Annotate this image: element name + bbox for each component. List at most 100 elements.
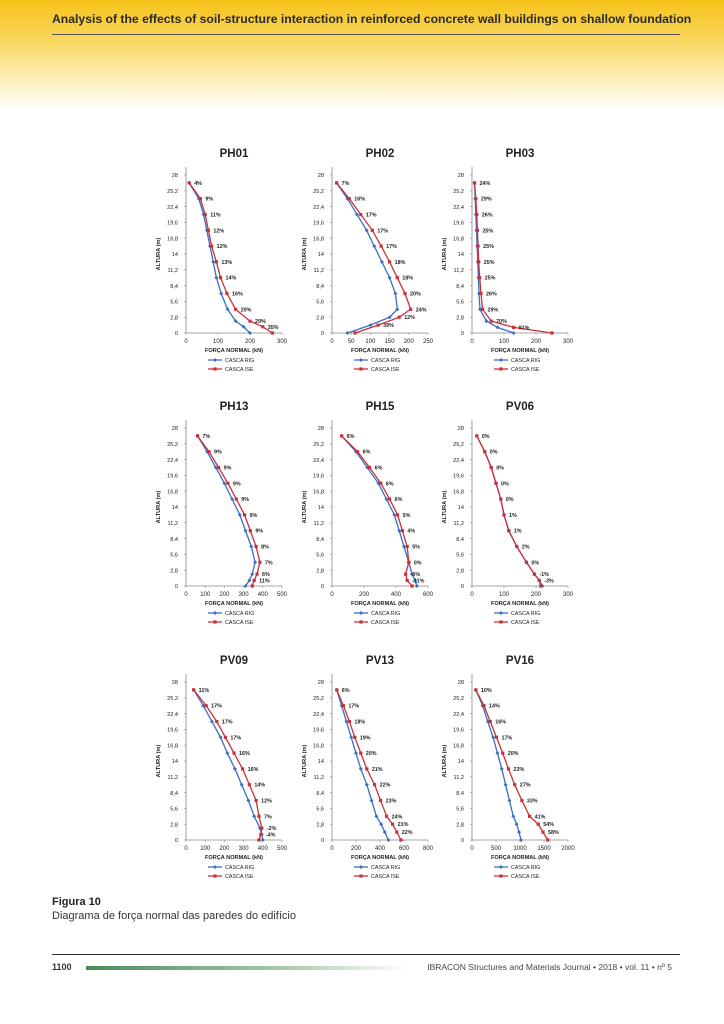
data-point-casca-ise xyxy=(254,544,258,549)
data-point-casca-ise xyxy=(472,181,477,185)
data-point-casca-ise xyxy=(524,560,528,564)
series-line-casca-ise xyxy=(196,435,261,587)
y-tick-label: 0 xyxy=(461,584,464,590)
legend-marker xyxy=(499,865,503,869)
y-tick-label: 28 xyxy=(458,680,464,686)
data-label: 11% xyxy=(259,578,270,584)
data-point-casca-ise xyxy=(379,481,383,485)
legend-marker xyxy=(359,611,363,615)
y-tick-label: 25,2 xyxy=(167,442,178,448)
data-point-casca-ise xyxy=(218,276,223,280)
data-point-casca-ise xyxy=(474,688,478,692)
data-label: 0% xyxy=(506,497,514,503)
running-header-title: Analysis of the effects of soil-structur… xyxy=(52,12,692,26)
data-point-casca-rig xyxy=(495,325,500,330)
legend-label: CASCA RIG xyxy=(511,865,540,871)
data-point-casca-ise xyxy=(391,822,395,826)
data-point-casca-rig xyxy=(253,560,258,565)
data-point-casca-rig xyxy=(495,751,500,756)
x-axis-label: FORÇA NORMAL (kN) xyxy=(491,855,549,861)
data-point-casca-ise xyxy=(379,798,383,803)
y-tick-label: 16,8 xyxy=(313,236,324,242)
data-label: 29% xyxy=(488,307,499,313)
data-point-casca-ise xyxy=(376,323,380,327)
header-rule xyxy=(52,34,680,35)
y-tick-label: 8,4 xyxy=(316,284,324,290)
series-line-casca-ise xyxy=(336,182,412,334)
data-point-casca-ise xyxy=(385,814,389,818)
data-point-casca-ise xyxy=(403,291,407,296)
data-label: -11% xyxy=(412,578,424,584)
header-band xyxy=(0,0,724,110)
data-label: 17% xyxy=(501,735,512,741)
y-tick-label: 5,6 xyxy=(170,807,178,813)
data-point-casca-ise xyxy=(257,814,261,818)
data-point-casca-ise xyxy=(475,228,480,232)
legend-marker xyxy=(499,874,503,878)
chart-pv06: PV06 0 2,8 5,6 8,4 11,2 14 16,8 19,6 22,4 25,2 28 0 1… xyxy=(442,401,574,626)
data-point-casca-ise xyxy=(347,719,351,724)
y-tick-label: 5,6 xyxy=(170,553,178,559)
y-tick-label: 2,8 xyxy=(316,315,324,321)
data-point-casca-ise xyxy=(206,228,210,232)
data-label: 7% xyxy=(264,814,272,820)
y-tick-label: 22,4 xyxy=(313,205,324,211)
legend-marker xyxy=(359,367,363,371)
y-tick-label: 25,2 xyxy=(313,696,324,702)
y-axis-label: ALTURA (m) xyxy=(156,238,162,271)
data-point-casca-rig xyxy=(397,528,402,533)
data-point-casca-ise xyxy=(241,767,245,771)
data-label: 9% xyxy=(241,497,249,503)
x-tick-label: 0 xyxy=(330,339,334,345)
legend-marker xyxy=(213,874,217,878)
chart-pv16: PV16 0 2,8 5,6 8,4 11,2 14 16,8 19,6 22,4 25,2 28 0 5… xyxy=(442,655,575,880)
data-point-casca-rig xyxy=(382,830,387,835)
data-point-casca-rig xyxy=(214,275,219,280)
data-label: 29% xyxy=(481,197,492,203)
data-point-casca-rig xyxy=(354,751,358,756)
data-point-casca-ise xyxy=(341,704,345,708)
data-label: 6% xyxy=(375,466,383,472)
data-point-casca-rig xyxy=(507,798,512,803)
x-tick-label: 100 xyxy=(200,592,211,598)
y-tick-label: 22,4 xyxy=(313,458,324,464)
data-point-casca-rig xyxy=(395,307,400,312)
data-point-casca-ise xyxy=(214,260,218,264)
data-label: 26% xyxy=(482,213,493,219)
data-point-casca-ise xyxy=(474,197,478,201)
x-tick-label: 0 xyxy=(470,846,474,852)
data-label: 7% xyxy=(265,560,273,566)
data-point-casca-rig xyxy=(230,497,235,502)
data-label: -6% xyxy=(411,572,421,578)
legend-label: CASCA RIG xyxy=(225,865,254,871)
y-tick-label: 11,2 xyxy=(454,521,464,527)
data-point-casca-ise xyxy=(234,307,238,311)
y-axis-label: ALTURA (m) xyxy=(442,238,448,271)
data-point-casca-ise xyxy=(494,735,499,739)
y-tick-label: 22,4 xyxy=(453,205,464,211)
y-tick-label: 25,2 xyxy=(453,696,464,702)
data-label: 12% xyxy=(261,799,272,805)
data-label: 4% xyxy=(407,529,415,535)
y-tick-label: 8,4 xyxy=(456,284,464,290)
series-line-casca-rig xyxy=(336,689,389,841)
x-tick-label: 400 xyxy=(391,592,402,598)
legend-label: CASCA RIG xyxy=(511,358,540,364)
data-label: 17% xyxy=(386,244,397,250)
chart-title: PV13 xyxy=(366,655,394,667)
series-line-casca-ise xyxy=(193,689,263,841)
data-point-casca-ise xyxy=(532,572,536,576)
data-point-casca-rig xyxy=(247,578,252,583)
data-label: 16% xyxy=(239,751,250,757)
data-label: 35% xyxy=(268,325,279,331)
data-point-casca-rig xyxy=(233,319,238,324)
y-tick-label: 11,2 xyxy=(454,775,464,781)
data-point-casca-ise xyxy=(395,276,399,280)
y-tick-label: 16,8 xyxy=(313,743,324,749)
y-tick-label: 25,2 xyxy=(453,442,464,448)
data-label: 16% xyxy=(248,767,259,773)
y-tick-label: 0 xyxy=(321,331,324,337)
data-point-casca-ise xyxy=(478,276,482,280)
chart-title: PV09 xyxy=(220,655,248,667)
y-tick-label: 25,2 xyxy=(167,189,178,195)
